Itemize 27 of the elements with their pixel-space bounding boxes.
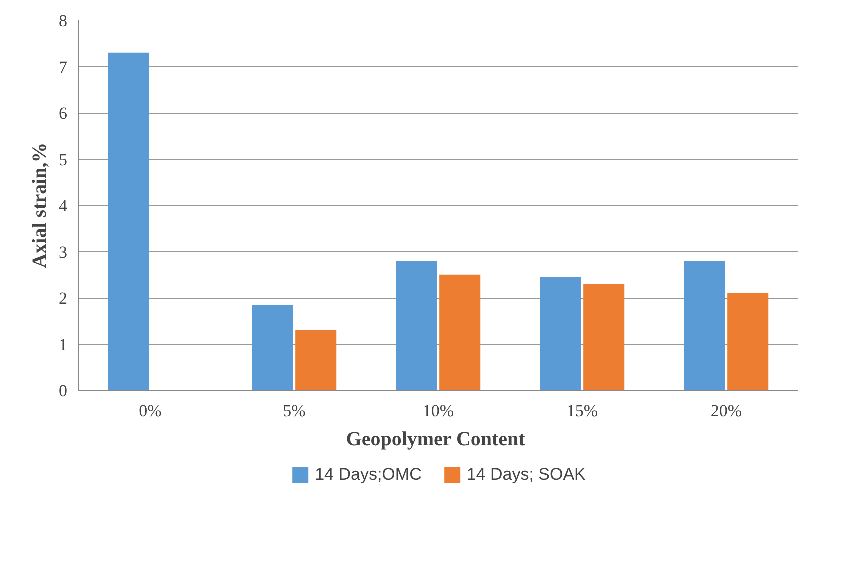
- x-tick-label: 15%: [566, 402, 598, 420]
- bar: [440, 274, 481, 390]
- bar: [396, 261, 438, 390]
- y-tick-label: 0: [59, 382, 68, 400]
- bar: [684, 261, 726, 390]
- bar: [584, 284, 625, 390]
- y-tick-label: 6: [59, 104, 68, 123]
- bar: [540, 277, 582, 390]
- x-tick-label: 20%: [710, 402, 742, 420]
- legend-label: 14 Days;OMC: [315, 465, 422, 485]
- bar: [108, 52, 150, 390]
- bar: [728, 293, 769, 390]
- x-axis-title: Geopolymer Content: [346, 428, 526, 450]
- y-tick-label: 8: [59, 12, 68, 30]
- y-tick-label: 1: [59, 335, 68, 354]
- legend-label: 14 Days; SOAK: [466, 465, 586, 485]
- x-tick-label: 5%: [283, 402, 306, 420]
- y-tick-label: 4: [59, 196, 68, 216]
- y-tick-label: 3: [59, 242, 68, 262]
- x-tick-label: 0%: [139, 402, 162, 420]
- bar: [296, 330, 337, 390]
- y-tick-label: 2: [59, 289, 68, 308]
- y-tick-label: 7: [59, 58, 68, 77]
- y-tick-label: 5: [59, 150, 68, 170]
- x-tick-label: 10%: [422, 402, 454, 420]
- y-axis-title: Axial strain,%: [29, 142, 51, 268]
- bar: [252, 304, 294, 390]
